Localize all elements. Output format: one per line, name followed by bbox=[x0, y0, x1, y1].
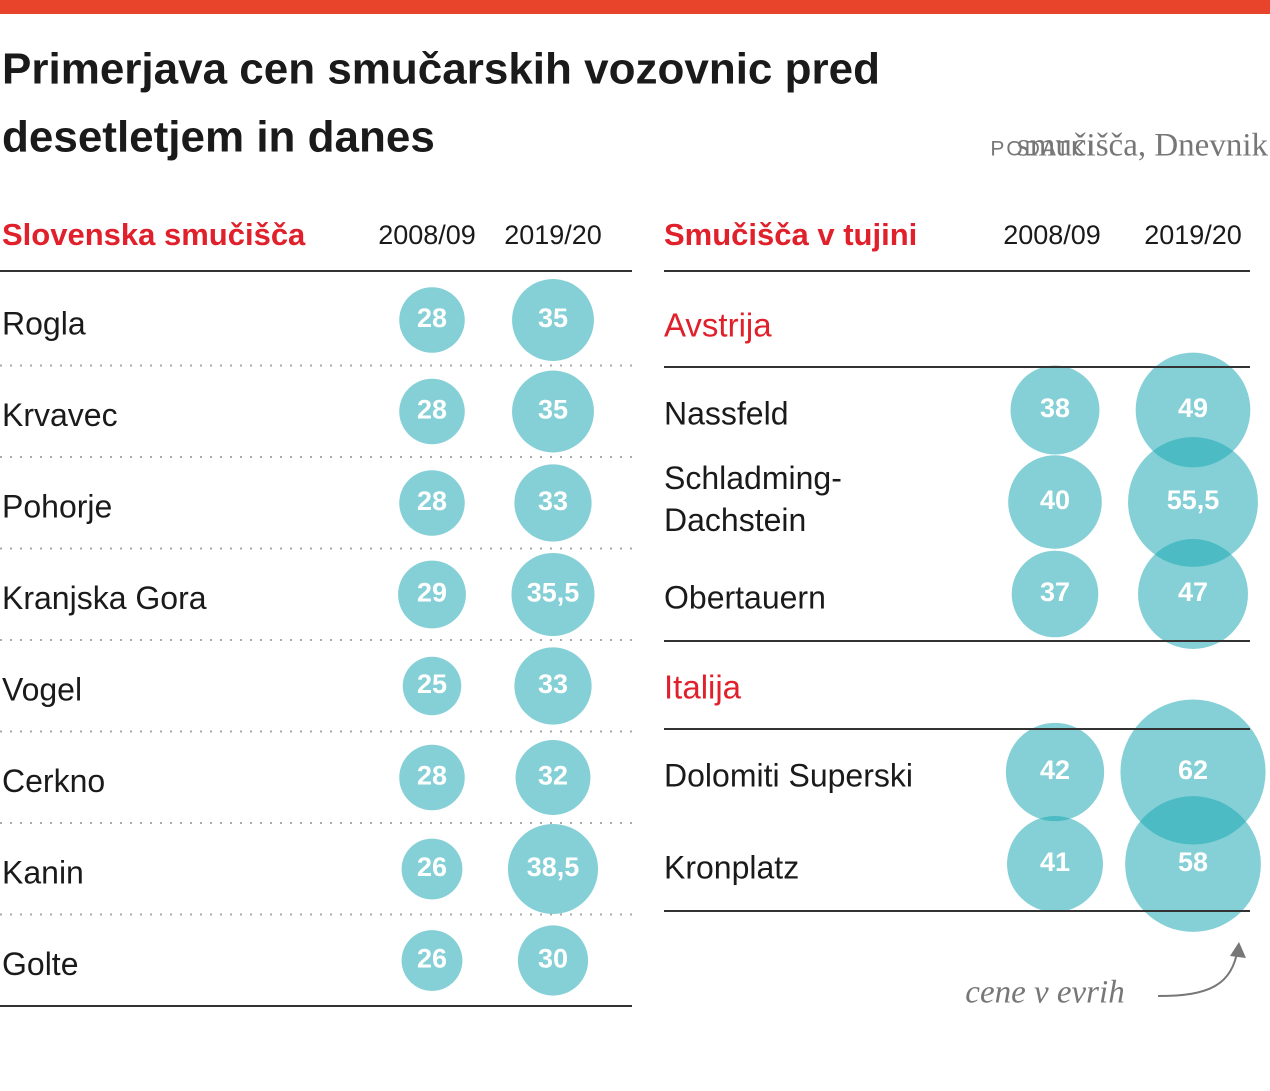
price-bubble bbox=[1005, 722, 1105, 822]
price-label: 35,5 bbox=[527, 578, 580, 608]
price-bubble bbox=[401, 930, 463, 991]
price-bubble bbox=[517, 925, 589, 996]
column-label: 2008/09 bbox=[1003, 220, 1101, 250]
price-bubble bbox=[1010, 365, 1100, 455]
price-label: 55,5 bbox=[1167, 485, 1220, 515]
row-name: Kanin bbox=[2, 854, 84, 890]
price-bubble bbox=[1138, 539, 1248, 649]
price-label: 33 bbox=[538, 486, 568, 516]
price-bubble bbox=[399, 470, 465, 536]
price-bubble bbox=[512, 370, 594, 453]
bubbles bbox=[398, 279, 1266, 996]
price-bubble bbox=[514, 464, 592, 542]
price-label: 42 bbox=[1040, 755, 1070, 785]
price-bubble bbox=[1128, 437, 1258, 567]
row-name: Kranjska Gora bbox=[2, 580, 207, 616]
row-name: Obertauern bbox=[664, 579, 826, 615]
section-heading: Smučišča v tujini bbox=[664, 217, 917, 252]
title: Primerjava cen smučarskih vozovnic pred bbox=[2, 45, 880, 94]
row-name: Cerkno bbox=[2, 763, 105, 799]
price-bubble bbox=[402, 656, 462, 716]
row-name: Pohorje bbox=[2, 488, 112, 524]
price-label: 40 bbox=[1040, 485, 1070, 515]
source-label: PODATKI bbox=[990, 138, 1095, 161]
price-bubble bbox=[1125, 796, 1261, 932]
price-label: 28 bbox=[417, 486, 447, 516]
labels: Rogla 28 35 Krvavec 28 35 Pohorje 28 33 Kranjska … bbox=[0, 303, 1250, 1007]
price-bubble bbox=[514, 647, 592, 725]
price-label: 49 bbox=[1178, 393, 1208, 423]
price-bubble bbox=[1135, 352, 1251, 468]
price-label: 30 bbox=[538, 944, 568, 974]
price-label: 26 bbox=[417, 852, 447, 882]
column-label: 2019/20 bbox=[1144, 220, 1242, 250]
row-name: Rogla bbox=[2, 305, 86, 341]
price-label: 25 bbox=[417, 669, 447, 699]
price-bubble bbox=[1008, 455, 1102, 549]
row-name: Vogel bbox=[2, 671, 82, 707]
group-name: Avstrija bbox=[664, 307, 772, 344]
group-name: Italija bbox=[664, 669, 742, 706]
row-name: Krvavec bbox=[2, 397, 118, 433]
row-name: Dolomiti Superski bbox=[664, 757, 913, 793]
row-name: Kronplatz bbox=[664, 849, 799, 885]
price-label: 26 bbox=[417, 944, 447, 974]
price-label: 35 bbox=[538, 395, 568, 425]
source: smučišča, Dnevnik bbox=[1017, 128, 1269, 164]
row-name: Schladming-Dachstein bbox=[664, 460, 842, 538]
price-label: 29 bbox=[417, 578, 447, 608]
price-bubble bbox=[399, 378, 465, 445]
price-bubble bbox=[398, 560, 466, 629]
top-bar bbox=[0, 0, 1270, 14]
price-bubble bbox=[512, 279, 594, 361]
title: desetletjem in danes bbox=[2, 113, 435, 162]
section-heading: Slovenska smučišča bbox=[2, 217, 306, 252]
price-label: 62 bbox=[1178, 755, 1208, 785]
price-bubble bbox=[1007, 816, 1103, 912]
price-label: 28 bbox=[417, 761, 447, 791]
price-label: 35 bbox=[538, 303, 568, 333]
price-label: 33 bbox=[538, 669, 568, 699]
price-bubble bbox=[1011, 550, 1099, 638]
note: cene v evrih bbox=[965, 975, 1124, 1011]
price-label: 58 bbox=[1178, 847, 1208, 877]
note-arrow bbox=[1157, 947, 1239, 997]
price-bubble bbox=[507, 823, 599, 915]
price-label: 37 bbox=[1040, 577, 1070, 607]
price-bubble bbox=[511, 552, 595, 637]
note-arrowhead bbox=[1230, 942, 1246, 958]
column-label: 2019/20 bbox=[504, 220, 602, 250]
price-bubble bbox=[399, 744, 465, 811]
price-label: 38,5 bbox=[527, 852, 580, 882]
price-label: 38 bbox=[1040, 393, 1070, 423]
price-label: 28 bbox=[417, 395, 447, 425]
column-label: 2008/09 bbox=[378, 220, 476, 250]
price-label: 32 bbox=[538, 761, 568, 791]
row-name: Nassfeld bbox=[664, 395, 789, 431]
price-bubble bbox=[515, 740, 591, 815]
price-label: 41 bbox=[1040, 847, 1070, 877]
price-bubble bbox=[401, 838, 463, 900]
price-bubble bbox=[399, 287, 465, 353]
row-name: Golte bbox=[2, 946, 78, 982]
price-label: 47 bbox=[1178, 577, 1208, 607]
price-label: 28 bbox=[417, 303, 447, 333]
